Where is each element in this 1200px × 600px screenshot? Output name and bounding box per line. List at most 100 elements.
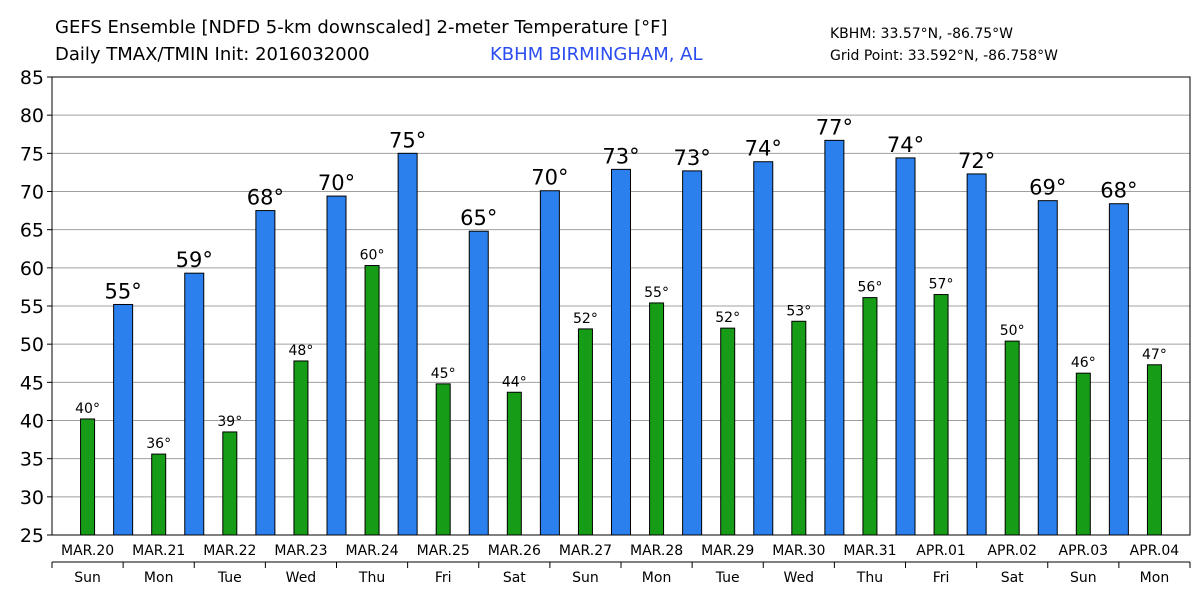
weekday-label: Sat (1001, 570, 1024, 586)
weekday-label: Sun (572, 570, 599, 586)
value-label: 74° (745, 137, 782, 161)
bar (80, 418, 96, 536)
y-tick-label: 40 (20, 411, 44, 433)
x-tick-label: MAR.25 (417, 543, 470, 559)
x-tick-label: MAR.26 (488, 543, 541, 559)
chart-title: GEFS Ensemble [NDFD 5-km downscaled] 2-m… (55, 17, 667, 38)
y-tick-label: 45 (20, 372, 44, 394)
value-label: 55° (644, 285, 669, 301)
value-label: 45° (431, 366, 456, 382)
value-label: 57° (929, 277, 954, 293)
value-label: 69° (1029, 176, 1066, 200)
bar (222, 431, 238, 536)
x-tick-label: MAR.31 (843, 543, 896, 559)
x-tick-label: MAR.23 (274, 543, 327, 559)
bar (862, 297, 878, 536)
y-tick-label: 25 (20, 525, 44, 547)
weekday-label: Mon (1140, 570, 1170, 586)
bar (753, 161, 774, 536)
station: KBHM: 33.57°N, -86.75°W (830, 26, 1013, 42)
x-tick-label: APR.03 (1059, 543, 1109, 559)
value-label: 68° (247, 186, 284, 210)
x-tick-label: MAR.29 (701, 543, 754, 559)
x-tick-label: MAR.28 (630, 543, 683, 559)
value-label: 50° (1000, 323, 1025, 339)
value-label: 39° (217, 414, 242, 430)
weekday-label: Mon (642, 570, 672, 586)
y-tick-label: 35 (20, 449, 44, 471)
bar (720, 327, 736, 536)
weekday-label: Fri (933, 570, 950, 586)
weekday-label: Mon (144, 570, 174, 586)
weekday-label: Tue (217, 570, 242, 586)
value-label: 75° (389, 128, 426, 152)
bar (151, 453, 167, 536)
weekday-label: Sun (1070, 570, 1097, 586)
bar (435, 383, 451, 536)
bar (966, 173, 987, 536)
value-label: 72° (958, 149, 995, 173)
x-tick-label: MAR.20 (61, 543, 114, 559)
weekday-label: Fri (435, 570, 452, 586)
y-tick-label: 50 (20, 334, 44, 356)
bar (933, 294, 949, 536)
bar (1004, 340, 1020, 536)
y-tick-label: 80 (20, 105, 44, 127)
bar (255, 210, 276, 536)
x-tick-label: MAR.30 (772, 543, 825, 559)
chart-subtitle: Daily TMAX/TMIN Init: 2016032000 (55, 44, 370, 65)
value-label: 44° (502, 374, 527, 390)
bar (611, 168, 631, 536)
grid-point: Grid Point: 33.592°N, -86.758°W (830, 48, 1058, 64)
y-tick-label: 85 (20, 67, 44, 89)
y-tick-label: 75 (20, 143, 44, 165)
value-label: 70° (318, 171, 355, 195)
y-tick-label: 30 (20, 487, 44, 509)
value-label: 47° (1142, 347, 1167, 363)
bar (506, 391, 522, 536)
bar (539, 190, 560, 536)
value-label: 46° (1071, 355, 1096, 371)
y-tick-label: 55 (20, 296, 44, 318)
bar (184, 272, 205, 536)
bar (682, 170, 703, 536)
value-label: 60° (360, 248, 385, 264)
bar (364, 265, 380, 536)
bar (895, 157, 916, 536)
bar (293, 360, 309, 536)
value-label: 52° (715, 310, 740, 326)
value-label: 59° (176, 248, 213, 272)
bar (326, 195, 347, 536)
value-label: 68° (1100, 179, 1137, 203)
value-label: 73° (674, 146, 711, 170)
value-label: 53° (786, 303, 811, 319)
value-label: 56° (858, 280, 883, 296)
value-label: 70° (531, 166, 568, 190)
weekday-label: Tue (715, 570, 740, 586)
value-label: 52° (573, 311, 598, 327)
x-tick-label: MAR.22 (203, 543, 256, 559)
bar (1037, 200, 1058, 536)
x-tick-label: APR.04 (1130, 543, 1180, 559)
weekday-label: Thu (856, 570, 883, 586)
x-tick-label: APR.01 (916, 543, 966, 559)
value-label: 55° (105, 279, 142, 303)
weekday-label: Wed (784, 570, 815, 586)
bar (468, 230, 489, 536)
x-tick-label: MAR.21 (132, 543, 185, 559)
bar (113, 303, 134, 536)
value-label: 40° (75, 401, 100, 417)
bar (791, 320, 807, 536)
bar (1146, 364, 1162, 536)
x-tick-label: MAR.27 (559, 543, 612, 559)
y-tick-label: 65 (20, 220, 44, 242)
weekday-label: Thu (358, 570, 385, 586)
value-label: 73° (602, 144, 639, 168)
x-tick-label: MAR.24 (345, 543, 398, 559)
bar (1075, 372, 1091, 536)
y-tick-label: 70 (20, 182, 44, 204)
location: KBHM BIRMINGHAM, AL (490, 44, 703, 65)
bar (649, 302, 665, 536)
weekday-label: Sat (503, 570, 526, 586)
